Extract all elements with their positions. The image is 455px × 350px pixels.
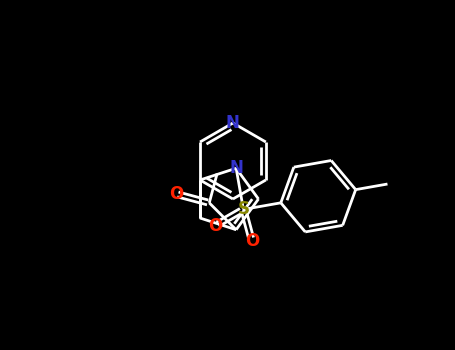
- Text: S: S: [238, 201, 249, 218]
- Text: O: O: [245, 232, 259, 250]
- Text: O: O: [208, 217, 222, 235]
- Text: N: N: [229, 159, 243, 177]
- Text: O: O: [169, 185, 183, 203]
- Text: N: N: [226, 114, 240, 132]
